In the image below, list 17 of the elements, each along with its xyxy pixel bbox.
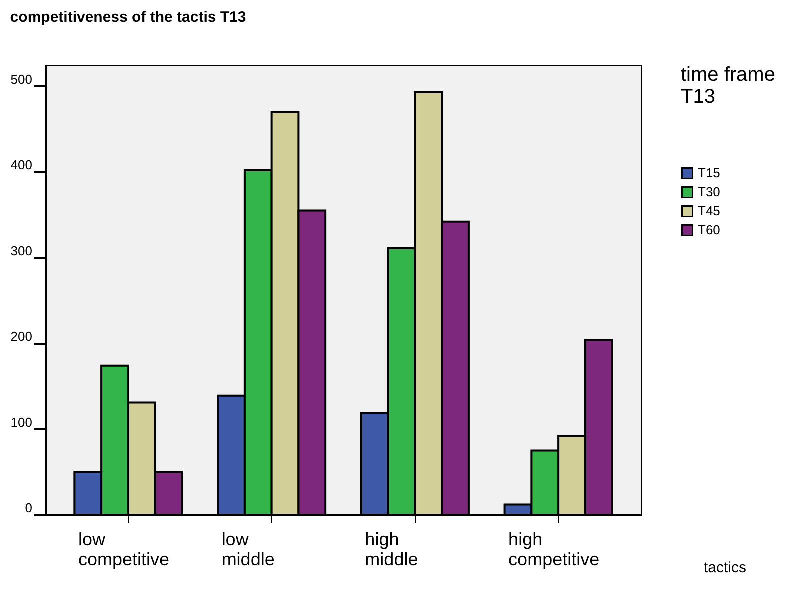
x-tick-label: low competitive <box>78 530 170 570</box>
legend-label: T30 <box>698 184 720 200</box>
y-tick-label: 100 <box>10 414 32 430</box>
chart-title: competitiveness of the tactis T13 <box>10 9 246 26</box>
x-tick-label: high middle <box>365 530 418 570</box>
y-tick-label: 0 <box>25 500 32 516</box>
x-tick-label: high competitive <box>508 530 600 570</box>
y-tick-label: 400 <box>10 158 32 173</box>
y-tick-label: 500 <box>10 72 32 87</box>
legend-label: T45 <box>698 204 720 218</box>
y-tick-label: 200 <box>10 329 32 344</box>
x-tick-label: low middle <box>222 530 275 570</box>
legend-label: T15 <box>698 166 720 180</box>
y-tick-label: 300 <box>10 243 32 258</box>
legend-title: time frame T13 <box>681 64 776 108</box>
x-axis-title: tactics <box>704 560 746 576</box>
legend-label: T60 <box>698 222 720 238</box>
